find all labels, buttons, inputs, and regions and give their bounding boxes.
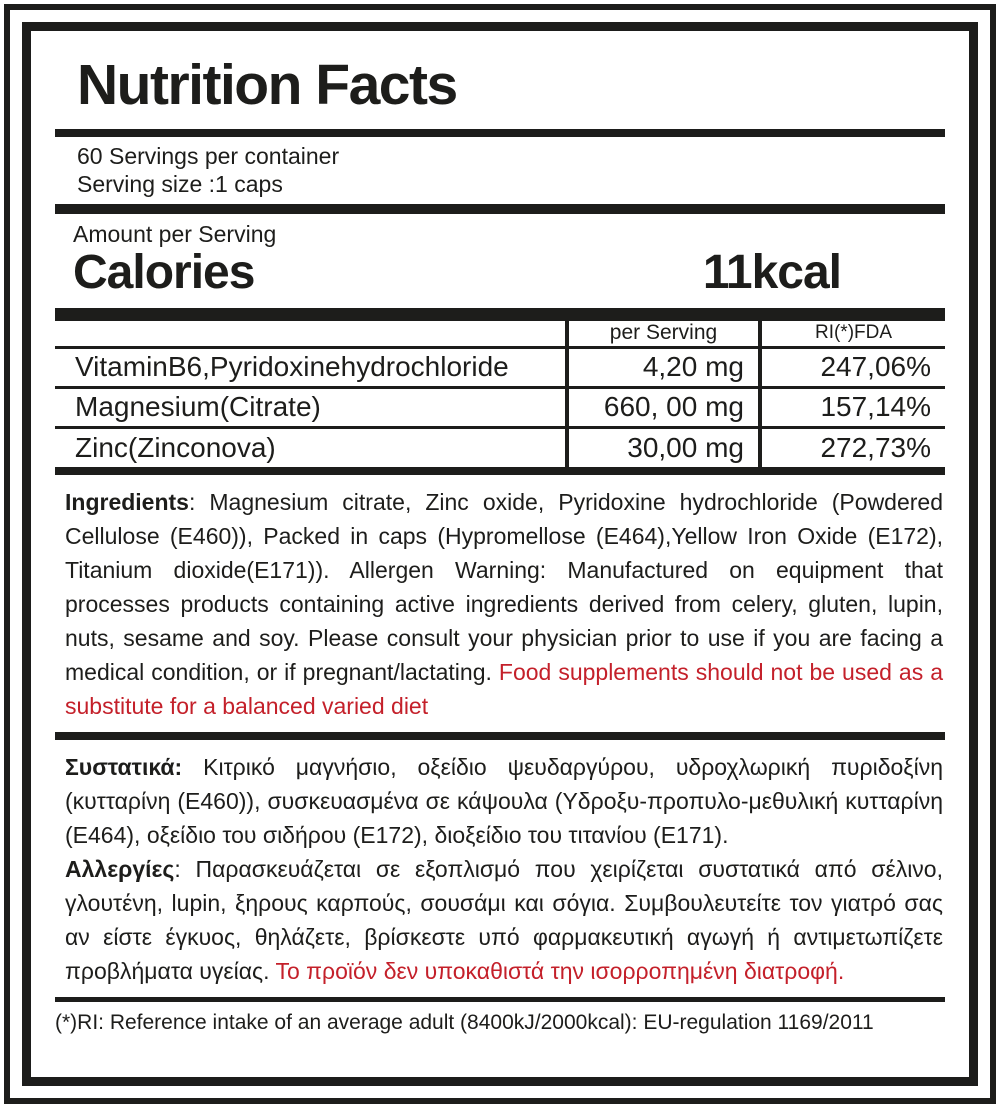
column-header-per-serving: per Serving — [565, 321, 760, 349]
title-divider — [55, 129, 945, 137]
page-title: Nutrition Facts — [77, 53, 458, 117]
greek-ingredients-body: Κιτρικό μαγνήσιο, οξείδιο ψευδαργύρου, υ… — [65, 754, 943, 848]
greek-section-divider — [55, 732, 945, 740]
greek-ingredients-heading: Συστατικά: — [65, 754, 183, 780]
table-row: Magnesium(Citrate) 660, 00 mg 157,14% — [55, 387, 945, 429]
servings-divider — [55, 204, 945, 214]
nutrient-amount: 30,00 mg — [565, 427, 760, 467]
outer-frame: Nutrition Facts 60 Servings per containe… — [4, 4, 996, 1104]
nutrition-label: Nutrition Facts 60 Servings per containe… — [22, 22, 978, 1086]
ingredients-heading: Ingredients — [65, 489, 189, 515]
ingredients-paragraph-en: Ingredients: Magnesium citrate, Zinc oxi… — [55, 475, 945, 732]
ingredients-paragraph-gr: Συστατικά: Κιτρικό μαγνήσιο, οξείδιο ψευ… — [55, 740, 945, 997]
greek-allergy-sentence: Αλλεργίες: Παρασκευάζεται σε εξοπλισμό π… — [65, 852, 943, 988]
amount-per-serving-label: Amount per Serving — [73, 221, 277, 247]
servings-per-container: 60 Servings per container — [77, 143, 340, 169]
warning-text-gr: Το προϊόν δεν υποκαθιστά την ισορροπημέν… — [275, 958, 845, 984]
table-row: VitaminB6,Pyridoxinehydrochloride 4,20 m… — [55, 347, 945, 389]
servings-block: 60 Servings per container Serving size :… — [55, 137, 945, 204]
calories-value: 11kcal — [702, 246, 842, 299]
greek-ingredients-sentence: Συστατικά: Κιτρικό μαγνήσιο, οξείδιο ψευ… — [65, 750, 943, 852]
nutrient-table: per Serving RI(*)FDA VitaminB6,Pyridoxin… — [55, 321, 945, 467]
calories-row: Calories 11kcal — [55, 247, 945, 299]
nutrient-ri: 157,14% — [758, 387, 945, 429]
calories-label: Calories — [73, 246, 255, 299]
nutrient-name: Zinc(Zinconova) — [75, 431, 276, 463]
warning-text-en: Food supplements should not be used as a… — [65, 659, 944, 719]
footnote-divider — [55, 997, 945, 1002]
nutrient-ri: 247,06% — [758, 347, 945, 389]
greek-allergy-heading: Αλλεργίες — [65, 856, 175, 882]
ri-footnote: (*)RI: Reference intake of an average ad… — [55, 1011, 874, 1034]
nutrient-ri: 272,73% — [758, 427, 945, 467]
nutrient-amount: 660, 00 mg — [565, 387, 760, 429]
serving-size: Serving size :1 caps — [77, 171, 283, 197]
nutrient-amount: 4,20 mg — [565, 347, 760, 389]
table-bottom-divider — [55, 467, 945, 475]
calories-divider — [55, 308, 945, 321]
nutrient-name: VitaminB6,Pyridoxinehydrochloride — [55, 347, 567, 389]
nutrient-name: Magnesium(Citrate) — [55, 387, 567, 429]
ingredients-body-en: : Magnesium citrate, Zinc oxide, Pyridox… — [65, 489, 943, 685]
greek-allergy-body: : Παρασκευάζεται σε εξοπλισμό που χειρίζ… — [65, 856, 943, 984]
table-row: Zinc(Zinconova) 30,00 mg 272,73% — [55, 427, 945, 467]
column-header-blank — [55, 321, 567, 349]
column-header-ri-fda: RI(*)FDA — [758, 321, 945, 349]
table-header-row: per Serving RI(*)FDA — [55, 321, 945, 349]
